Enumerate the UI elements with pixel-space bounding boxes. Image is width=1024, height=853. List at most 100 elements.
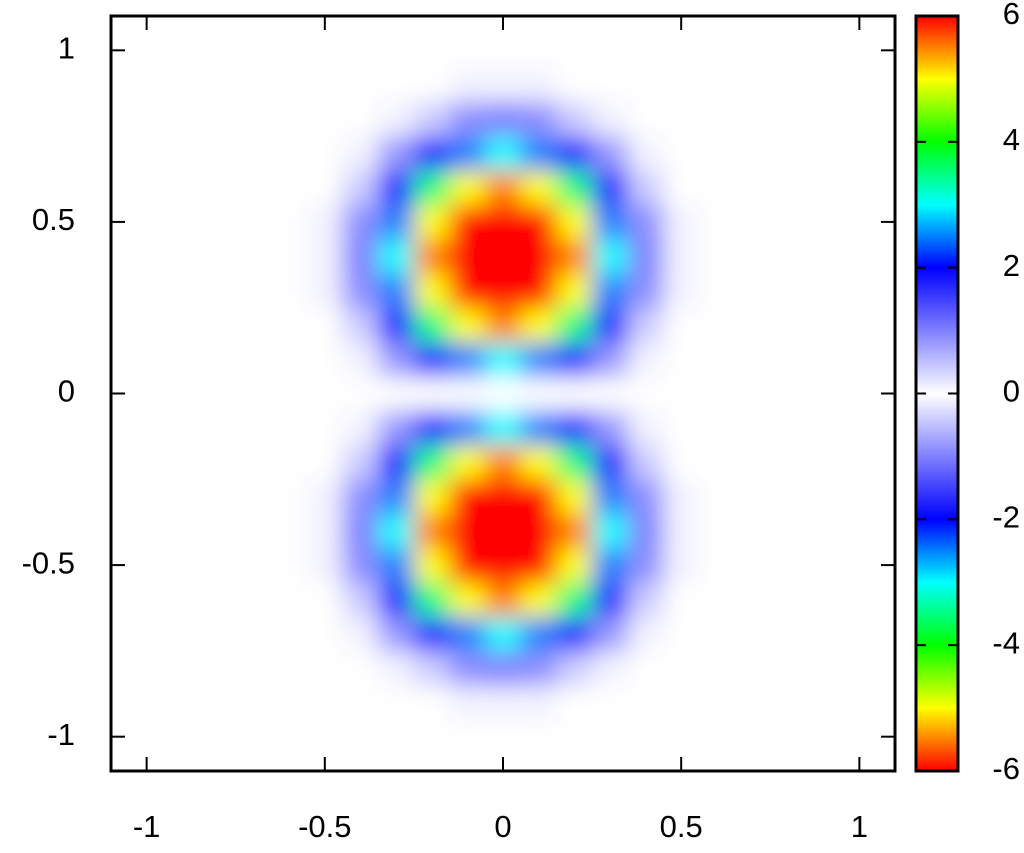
heatmap-cell xyxy=(128,101,165,137)
heatmap-cell xyxy=(449,170,486,206)
heatmap-cell xyxy=(449,307,486,343)
heatmap-cell xyxy=(663,204,700,240)
heatmap-cell xyxy=(449,342,486,377)
heatmap-cell xyxy=(413,719,451,755)
heatmap-cell xyxy=(413,101,451,137)
heatmap-cell xyxy=(770,479,807,515)
heatmap-cell xyxy=(520,685,557,721)
heatmap-cell xyxy=(271,616,308,652)
heatmap-cell xyxy=(734,513,771,549)
heatmap-cell xyxy=(200,547,237,583)
heatmap-cell xyxy=(342,307,379,343)
heatmap-cell xyxy=(378,239,415,274)
heatmap-cell xyxy=(592,239,629,274)
heatmap-cell xyxy=(592,170,629,206)
heatmap-cell xyxy=(271,204,308,240)
x-tick-label: 1 xyxy=(851,809,868,844)
heatmap-cell xyxy=(699,342,736,377)
heatmap-cell xyxy=(342,101,379,137)
heatmap-cell xyxy=(520,33,557,68)
heatmap-cell xyxy=(235,547,272,583)
heatmap-cell xyxy=(413,513,451,549)
heatmap-cell xyxy=(699,582,736,618)
heatmap-cell xyxy=(699,101,736,137)
heatmap-cell xyxy=(663,410,700,446)
heatmap-cell xyxy=(378,101,415,137)
heatmap-cell xyxy=(128,685,165,721)
heatmap-cell xyxy=(378,67,415,103)
heatmap-cell xyxy=(378,307,415,343)
heatmap-cell xyxy=(271,685,308,721)
heatmap-cell xyxy=(805,685,843,721)
heatmap-cell xyxy=(592,273,629,309)
heatmap-cell xyxy=(413,204,451,240)
heatmap-cell xyxy=(770,136,807,171)
heatmap-cell xyxy=(770,273,807,309)
heatmap-cell xyxy=(307,170,344,206)
heatmap-cell xyxy=(734,273,771,309)
heatmap-cell xyxy=(342,685,379,721)
heatmap-cell xyxy=(413,342,451,377)
heatmap-cell xyxy=(485,273,522,309)
heatmap-cell xyxy=(699,170,736,206)
heatmap-cell xyxy=(485,547,522,583)
heatmap-cell xyxy=(734,33,771,68)
heatmap-cell xyxy=(556,33,593,68)
heatmap-cell xyxy=(378,616,415,652)
heatmap-cell xyxy=(699,273,736,309)
heatmap-cell xyxy=(307,650,344,686)
heatmap-cell xyxy=(128,170,165,206)
heatmap-cell xyxy=(627,273,664,309)
heatmap-cell xyxy=(520,170,557,206)
heatmap-cell xyxy=(235,170,272,206)
heatmap-cell xyxy=(200,410,237,446)
heatmap-cell xyxy=(128,33,165,68)
heatmap-cell xyxy=(307,582,344,618)
heatmap-cell xyxy=(805,616,843,652)
heatmap-cell xyxy=(164,307,201,343)
heatmap-cell xyxy=(342,376,379,412)
heatmap-cell xyxy=(734,650,771,686)
heatmap-cell xyxy=(378,410,415,446)
heatmap-cell xyxy=(520,479,557,515)
heatmap-cell xyxy=(805,307,843,343)
heatmap-cell xyxy=(805,719,843,755)
heatmap-cell xyxy=(271,136,308,171)
heatmap-cell xyxy=(770,513,807,549)
heatmap-cell xyxy=(307,479,344,515)
heatmap-cell xyxy=(841,67,878,103)
heatmap-cell xyxy=(413,685,451,721)
x-tick-label: 0 xyxy=(494,809,511,844)
heatmap-cell xyxy=(841,444,878,480)
heatmap-cell xyxy=(271,273,308,309)
heatmap-cell xyxy=(164,239,201,274)
heatmap-cell xyxy=(235,101,272,137)
heatmap-cell xyxy=(627,33,664,68)
heatmap-cell xyxy=(413,616,451,652)
heatmap-cell xyxy=(592,410,629,446)
heatmap-cell xyxy=(770,650,807,686)
heatmap-cell xyxy=(592,33,629,68)
heatmap-cell xyxy=(413,273,451,309)
heatmap-cell xyxy=(734,582,771,618)
heatmap-cell xyxy=(770,101,807,137)
heatmap-cell xyxy=(164,170,201,206)
heatmap-cell xyxy=(449,616,486,652)
heatmap-cell xyxy=(663,273,700,309)
heatmap-cell xyxy=(841,685,878,721)
heatmap-cell xyxy=(449,547,486,583)
heatmap-cell xyxy=(556,444,593,480)
heatmap-cell xyxy=(200,513,237,549)
heatmap-cell xyxy=(413,479,451,515)
heatmap-cell xyxy=(699,410,736,446)
heatmap-cell xyxy=(164,410,201,446)
colorbar-tick-label: 4 xyxy=(1003,122,1020,157)
heatmap-cell xyxy=(627,67,664,103)
heatmap-cell xyxy=(164,67,201,103)
heatmap-cell xyxy=(734,410,771,446)
heatmap-cell xyxy=(485,410,522,446)
heatmap-cell xyxy=(770,685,807,721)
heatmap-cell xyxy=(235,33,272,68)
heatmap-cell xyxy=(699,616,736,652)
